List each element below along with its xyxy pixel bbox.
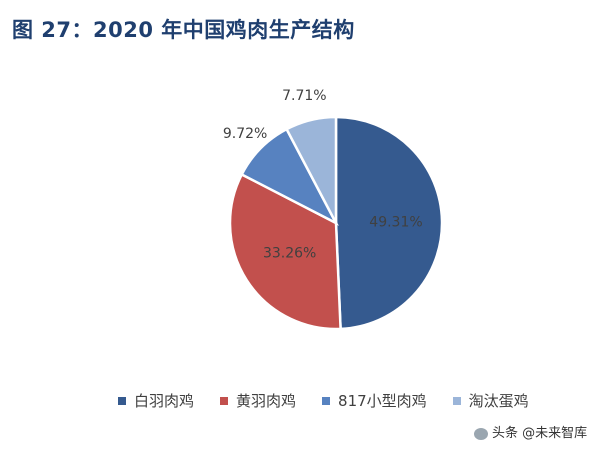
legend: 白羽肉鸡 黄羽肉鸡 817小型肉鸡 淘汰蛋鸡	[118, 390, 555, 411]
legend-swatch	[322, 396, 331, 405]
slice-white-feather	[334, 115, 444, 331]
legend-label: 淘汰蛋鸡	[468, 392, 529, 410]
legend-label: 黄羽肉鸡	[236, 392, 297, 410]
watermark-text: 头条 @未来智库	[492, 426, 588, 441]
legend-item-817-small: 817小型肉鸡	[322, 390, 427, 411]
data-label-white-feather: 49.31%	[369, 215, 422, 231]
legend-label: 817小型肉鸡	[338, 392, 427, 410]
chart-title: 图 27：2020 年中国鸡肉生产结构	[12, 18, 355, 42]
legend-label: 白羽肉鸡	[134, 392, 195, 410]
watermark-logo-icon	[474, 427, 488, 440]
data-label-817-small: 9.72%	[223, 126, 267, 142]
slice-yellow-feather	[228, 172, 342, 331]
slice-culled-layers	[284, 115, 338, 224]
legend-item-yellow-feather: 黄羽肉鸡	[220, 390, 296, 411]
legend-swatch	[452, 396, 461, 405]
data-label-culled-layers: 7.71%	[282, 88, 326, 104]
legend-item-culled-layers: 淘汰蛋鸡	[452, 390, 529, 411]
legend-swatch	[220, 396, 229, 405]
data-label-yellow-feather: 33.26%	[263, 246, 316, 262]
watermark: 头条 @未来智库	[474, 422, 587, 441]
legend-swatch	[118, 396, 126, 405]
legend-item-white-feather: 白羽肉鸡	[118, 390, 194, 411]
